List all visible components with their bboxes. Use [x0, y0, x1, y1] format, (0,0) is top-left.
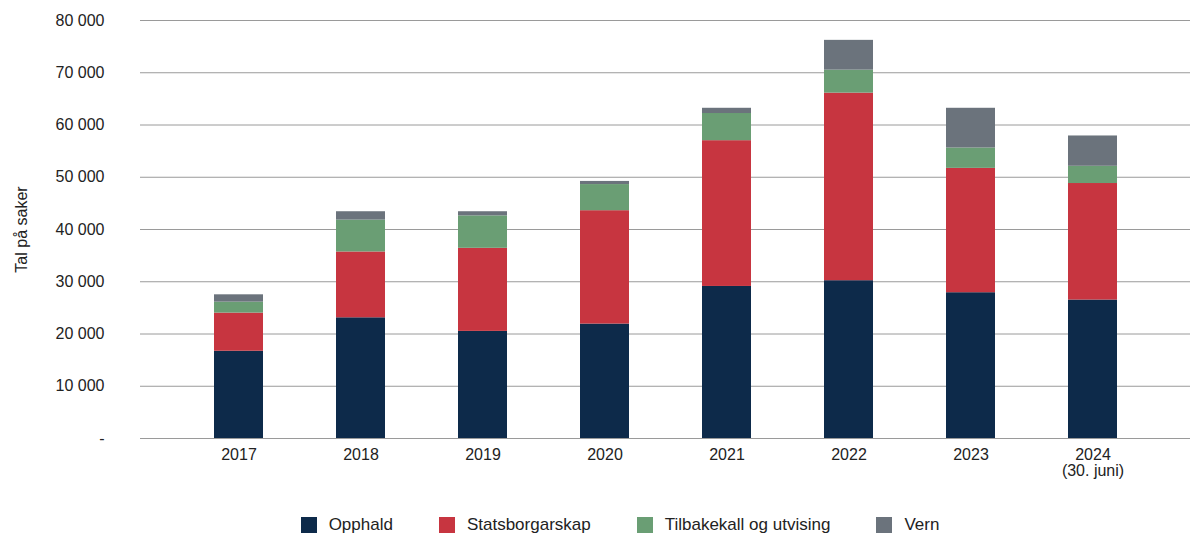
svg-text:2017: 2017 — [221, 446, 257, 463]
html-text:Statsborgarskap: Statsborgarskap — [466, 515, 591, 534]
html-text:Vern: Vern — [904, 515, 940, 534]
svg-text:80 000: 80 000 — [56, 12, 105, 29]
svg-text:Tal på saker: Tal på saker — [13, 186, 30, 273]
html-text:Tilbakekall og utvising: Tilbakekall og utvising — [664, 515, 831, 534]
svg-text:70 000: 70 000 — [56, 64, 105, 81]
svg-text:2018: 2018 — [343, 446, 379, 463]
svg-text:2019: 2019 — [465, 446, 501, 463]
svg-text:20 000: 20 000 — [56, 325, 105, 342]
svg-text:2021: 2021 — [709, 446, 745, 463]
svg-text:-: - — [99, 430, 104, 447]
svg-text:10 000: 10 000 — [56, 377, 105, 394]
svg-text:2020: 2020 — [587, 446, 623, 463]
svg-text:30 000: 30 000 — [56, 273, 105, 290]
svg-text:2023: 2023 — [953, 446, 989, 463]
html-text:Opphald: Opphald — [328, 515, 393, 534]
svg-text:50 000: 50 000 — [56, 168, 105, 185]
svg-text:60 000: 60 000 — [56, 116, 105, 133]
svg-text:2022: 2022 — [831, 446, 867, 463]
svg-text:2024(30. juni): 2024(30. juni) — [1062, 446, 1124, 479]
svg-text:40 000: 40 000 — [56, 221, 105, 238]
